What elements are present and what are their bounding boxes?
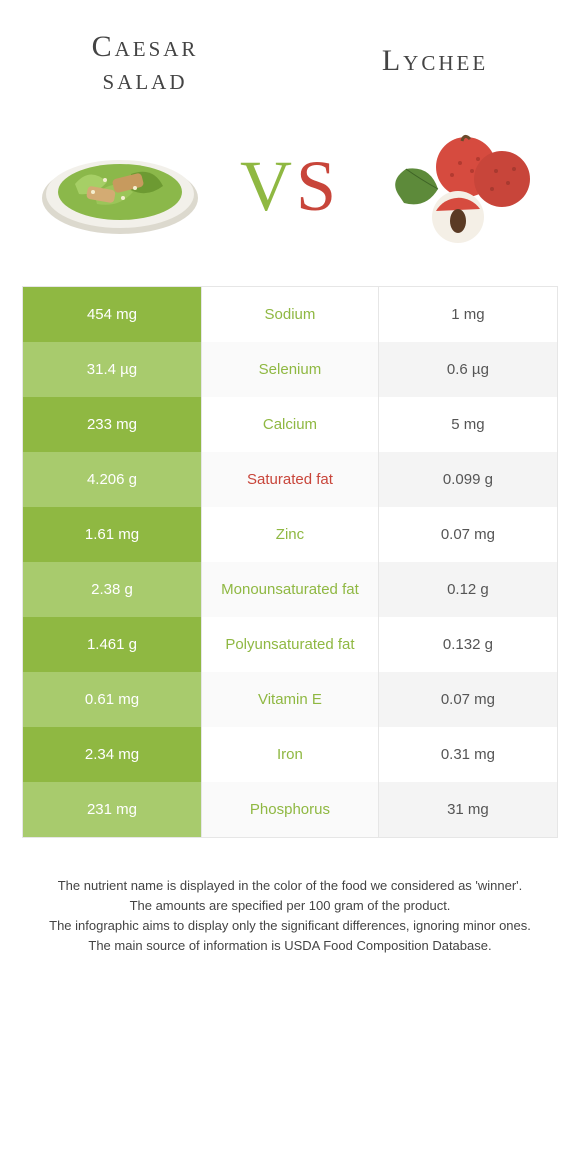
lychee-image [370,116,550,256]
nutrient-table: 454 mgSodium1 mg31.4 µgSelenium0.6 µg233… [22,286,558,838]
right-value: 0.07 mg [379,672,557,727]
vs-label: VS [210,145,370,228]
nutrient-name: Iron [201,727,379,782]
left-value: 233 mg [23,397,201,452]
header: Caesar salad Lychee [0,0,580,106]
nutrient-name: Sodium [201,287,379,342]
left-value: 4.206 g [23,452,201,507]
nutrient-name: Saturated fat [201,452,379,507]
vs-row: VS [0,106,580,286]
left-value: 0.61 mg [23,672,201,727]
table-row: 31.4 µgSelenium0.6 µg [23,342,557,397]
right-value: 0.132 g [379,617,557,672]
table-row: 233 mgCalcium5 mg [23,397,557,452]
footnotes: The nutrient name is displayed in the co… [30,876,550,957]
left-value: 454 mg [23,287,201,342]
left-value: 31.4 µg [23,342,201,397]
table-row: 4.206 gSaturated fat0.099 g [23,452,557,507]
table-row: 2.34 mgIron0.31 mg [23,727,557,782]
footnote-line: The amounts are specified per 100 gram o… [30,896,550,916]
table-row: 454 mgSodium1 mg [23,287,557,342]
table-row: 0.61 mgVitamin E0.07 mg [23,672,557,727]
left-title: Caesar salad [0,30,290,96]
nutrient-name: Phosphorus [201,782,379,837]
left-title-line1: Caesar [92,30,199,63]
table-row: 1.61 mgZinc0.07 mg [23,507,557,562]
nutrient-name: Vitamin E [201,672,379,727]
nutrient-name: Monounsaturated fat [201,562,379,617]
left-value: 1.61 mg [23,507,201,562]
left-value: 2.34 mg [23,727,201,782]
right-title: Lychee [290,30,580,96]
left-value: 2.38 g [23,562,201,617]
table-row: 231 mgPhosphorus31 mg [23,782,557,837]
right-value: 5 mg [379,397,557,452]
nutrient-name: Calcium [201,397,379,452]
nutrient-name: Polyunsaturated fat [201,617,379,672]
right-value: 0.6 µg [379,342,557,397]
vs-v: V [240,146,296,226]
left-title-line2: salad [102,63,187,96]
footnote-line: The infographic aims to display only the… [30,916,550,936]
caesar-salad-image [30,116,210,256]
footnote-line: The nutrient name is displayed in the co… [30,876,550,896]
right-value: 1 mg [379,287,557,342]
nutrient-name: Zinc [201,507,379,562]
left-value: 1.461 g [23,617,201,672]
vs-s: S [296,146,340,226]
right-value: 0.099 g [379,452,557,507]
nutrient-name: Selenium [201,342,379,397]
right-value: 0.12 g [379,562,557,617]
right-value: 31 mg [379,782,557,837]
table-row: 1.461 gPolyunsaturated fat0.132 g [23,617,557,672]
right-value: 0.07 mg [379,507,557,562]
footnote-line: The main source of information is USDA F… [30,936,550,956]
left-value: 231 mg [23,782,201,837]
right-value: 0.31 mg [379,727,557,782]
table-row: 2.38 gMonounsaturated fat0.12 g [23,562,557,617]
